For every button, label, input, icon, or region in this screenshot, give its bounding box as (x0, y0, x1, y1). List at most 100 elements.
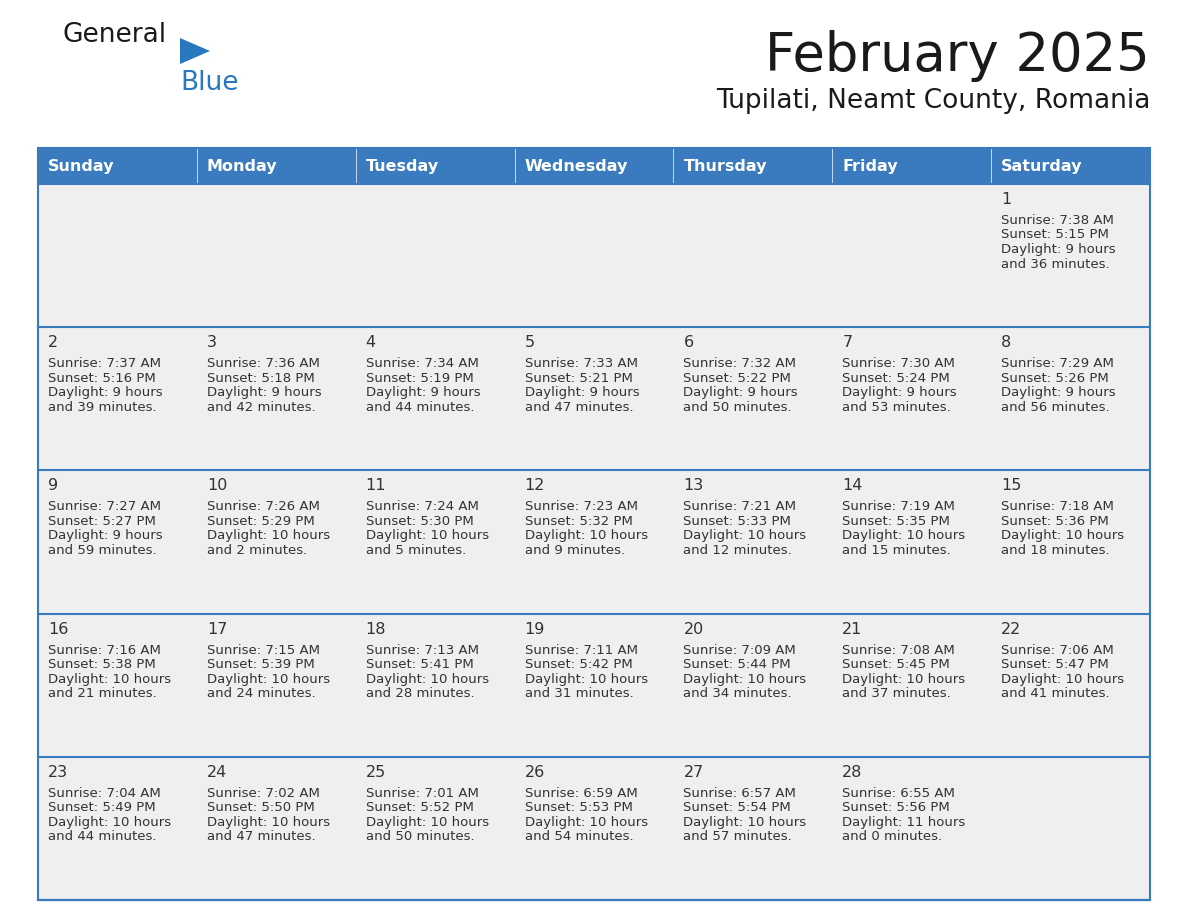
Bar (514, 184, 674, 327)
Bar (674, 184, 833, 327)
Text: Sunrise: 7:18 AM: Sunrise: 7:18 AM (1001, 500, 1114, 513)
Text: Sunrise: 7:11 AM: Sunrise: 7:11 AM (525, 644, 638, 656)
Text: and 34 minutes.: and 34 minutes. (683, 687, 792, 700)
Text: Sunrise: 7:04 AM: Sunrise: 7:04 AM (48, 787, 160, 800)
Text: and 9 minutes.: and 9 minutes. (525, 543, 625, 557)
Bar (38, 756, 197, 900)
Text: and 42 minutes.: and 42 minutes. (207, 400, 316, 414)
Text: and 36 minutes.: and 36 minutes. (1001, 258, 1110, 271)
Text: and 57 minutes.: and 57 minutes. (683, 830, 792, 844)
Text: Sunset: 5:52 PM: Sunset: 5:52 PM (366, 801, 474, 814)
Text: and 54 minutes.: and 54 minutes. (525, 830, 633, 844)
Bar (355, 148, 514, 184)
Text: 24: 24 (207, 765, 227, 779)
Text: Daylight: 10 hours: Daylight: 10 hours (207, 673, 330, 686)
Bar (514, 756, 674, 900)
Text: and 56 minutes.: and 56 minutes. (1001, 400, 1110, 414)
Bar (514, 613, 674, 756)
Text: 26: 26 (525, 765, 545, 779)
Bar (197, 613, 355, 756)
Text: Sunrise: 7:13 AM: Sunrise: 7:13 AM (366, 644, 479, 656)
Text: Daylight: 9 hours: Daylight: 9 hours (207, 386, 322, 399)
Text: Daylight: 10 hours: Daylight: 10 hours (207, 530, 330, 543)
Text: and 21 minutes.: and 21 minutes. (48, 687, 157, 700)
Text: and 59 minutes.: and 59 minutes. (48, 543, 157, 557)
Text: Daylight: 9 hours: Daylight: 9 hours (683, 386, 798, 399)
Text: Sunrise: 7:37 AM: Sunrise: 7:37 AM (48, 357, 162, 370)
Text: Sunset: 5:39 PM: Sunset: 5:39 PM (207, 658, 315, 671)
Text: Thursday: Thursday (683, 159, 767, 174)
Polygon shape (181, 38, 210, 64)
Text: Sunset: 5:19 PM: Sunset: 5:19 PM (366, 372, 474, 385)
Text: Sunrise: 7:36 AM: Sunrise: 7:36 AM (207, 357, 320, 370)
Text: Sunrise: 6:55 AM: Sunrise: 6:55 AM (842, 787, 955, 800)
Text: Sunset: 5:50 PM: Sunset: 5:50 PM (207, 801, 315, 814)
Text: Tupilati, Neamt County, Romania: Tupilati, Neamt County, Romania (715, 88, 1150, 114)
Text: 3: 3 (207, 335, 217, 350)
Text: Sunrise: 7:32 AM: Sunrise: 7:32 AM (683, 357, 796, 370)
Bar (833, 613, 991, 756)
Text: Daylight: 10 hours: Daylight: 10 hours (525, 816, 647, 829)
Text: 19: 19 (525, 621, 545, 636)
Text: and 12 minutes.: and 12 minutes. (683, 543, 792, 557)
Bar (833, 148, 991, 184)
Text: Daylight: 10 hours: Daylight: 10 hours (683, 530, 807, 543)
Text: and 15 minutes.: and 15 minutes. (842, 543, 952, 557)
Bar (833, 756, 991, 900)
Text: Sunrise: 7:38 AM: Sunrise: 7:38 AM (1001, 214, 1114, 227)
Text: 17: 17 (207, 621, 227, 636)
Text: Sunrise: 7:30 AM: Sunrise: 7:30 AM (842, 357, 955, 370)
Text: 11: 11 (366, 478, 386, 493)
Text: Sunset: 5:24 PM: Sunset: 5:24 PM (842, 372, 950, 385)
Text: Sunrise: 7:33 AM: Sunrise: 7:33 AM (525, 357, 638, 370)
Bar (38, 470, 197, 613)
Text: Sunrise: 7:02 AM: Sunrise: 7:02 AM (207, 787, 320, 800)
Text: 22: 22 (1001, 621, 1022, 636)
Text: Sunrise: 7:16 AM: Sunrise: 7:16 AM (48, 644, 160, 656)
Bar (991, 148, 1150, 184)
Text: Sunrise: 6:59 AM: Sunrise: 6:59 AM (525, 787, 637, 800)
Text: Tuesday: Tuesday (366, 159, 438, 174)
Bar (38, 148, 197, 184)
Text: 13: 13 (683, 478, 703, 493)
Text: and 24 minutes.: and 24 minutes. (207, 687, 316, 700)
Bar (355, 756, 514, 900)
Text: Daylight: 10 hours: Daylight: 10 hours (366, 530, 488, 543)
Text: and 44 minutes.: and 44 minutes. (366, 400, 474, 414)
Text: Sunset: 5:15 PM: Sunset: 5:15 PM (1001, 229, 1110, 241)
Text: February 2025: February 2025 (765, 30, 1150, 82)
Bar (38, 327, 197, 470)
Bar (355, 613, 514, 756)
Text: Sunset: 5:33 PM: Sunset: 5:33 PM (683, 515, 791, 528)
Text: and 39 minutes.: and 39 minutes. (48, 400, 157, 414)
Text: Daylight: 11 hours: Daylight: 11 hours (842, 816, 966, 829)
Text: 20: 20 (683, 621, 703, 636)
Bar (514, 148, 674, 184)
Text: 12: 12 (525, 478, 545, 493)
Bar (674, 148, 833, 184)
Text: Sunrise: 7:27 AM: Sunrise: 7:27 AM (48, 500, 162, 513)
Bar (197, 327, 355, 470)
Text: Sunrise: 6:57 AM: Sunrise: 6:57 AM (683, 787, 796, 800)
Text: Sunset: 5:42 PM: Sunset: 5:42 PM (525, 658, 632, 671)
Text: 25: 25 (366, 765, 386, 779)
Text: Daylight: 9 hours: Daylight: 9 hours (842, 386, 956, 399)
Bar (833, 470, 991, 613)
Text: Sunset: 5:45 PM: Sunset: 5:45 PM (842, 658, 950, 671)
Bar (991, 327, 1150, 470)
Text: Sunset: 5:36 PM: Sunset: 5:36 PM (1001, 515, 1108, 528)
Text: 6: 6 (683, 335, 694, 350)
Text: and 5 minutes.: and 5 minutes. (366, 543, 466, 557)
Text: Daylight: 10 hours: Daylight: 10 hours (366, 673, 488, 686)
Bar (38, 184, 197, 327)
Text: Sunset: 5:26 PM: Sunset: 5:26 PM (1001, 372, 1108, 385)
Text: Sunset: 5:16 PM: Sunset: 5:16 PM (48, 372, 156, 385)
Text: Sunset: 5:49 PM: Sunset: 5:49 PM (48, 801, 156, 814)
Bar (514, 470, 674, 613)
Text: and 37 minutes.: and 37 minutes. (842, 687, 952, 700)
Bar (991, 613, 1150, 756)
Text: and 50 minutes.: and 50 minutes. (683, 400, 792, 414)
Text: Daylight: 10 hours: Daylight: 10 hours (683, 816, 807, 829)
Text: Sunrise: 7:29 AM: Sunrise: 7:29 AM (1001, 357, 1114, 370)
Text: Sunrise: 7:23 AM: Sunrise: 7:23 AM (525, 500, 638, 513)
